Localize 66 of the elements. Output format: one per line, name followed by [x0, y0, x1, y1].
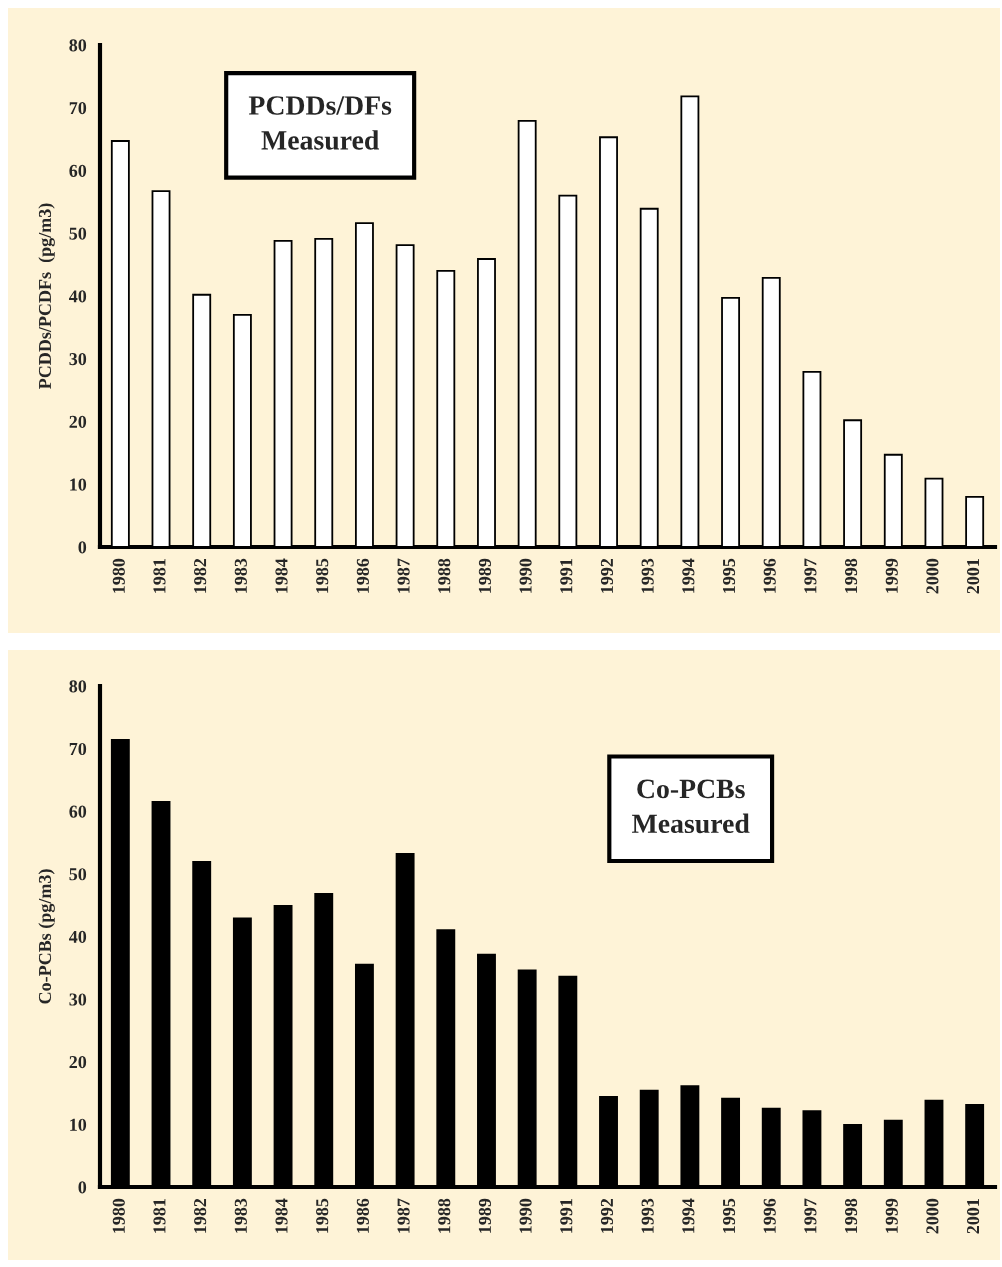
y-tick-label: 80: [69, 39, 87, 52]
x-tick-label: 1997: [804, 558, 817, 593]
x-tick-label: 1980: [112, 1198, 125, 1233]
y-tick-label: 60: [69, 164, 87, 177]
x-tick-label: 1999: [885, 1198, 898, 1233]
y-tick-label: 70: [69, 742, 87, 756]
x-tick-label: 1990: [519, 1198, 532, 1233]
x-tick-label: 1988: [438, 1198, 451, 1233]
x-tick-label: 1987: [397, 558, 410, 593]
x-tick-label: 1985: [316, 1198, 329, 1233]
x-tick-label: 2001: [966, 1199, 980, 1234]
x-tick-label: 1980: [112, 558, 125, 593]
x-tick-label: 1995: [722, 1198, 736, 1233]
x-tick-label: 1983: [234, 558, 247, 593]
x-tick-label: 1986: [356, 1198, 369, 1233]
x-tick-label: 1983: [234, 1198, 247, 1233]
x-tick-label: 1986: [356, 558, 369, 593]
y-tick-label: 20: [69, 1056, 87, 1069]
x-tick-label: 1996: [763, 1198, 776, 1233]
x-tick-label: 1993: [641, 1198, 654, 1233]
y-tick-label: 30: [69, 353, 87, 366]
y-tick-label: 40: [69, 290, 87, 303]
x-tick-label: 1991: [560, 559, 573, 593]
y-tick-label: 80: [69, 680, 87, 693]
x-tick-label: 1992: [600, 1198, 614, 1233]
y-tick-label: 30: [69, 993, 87, 1006]
x-tick-label: 1991: [560, 1199, 573, 1233]
x-tick-label: 1982: [194, 558, 207, 593]
x-tick-label: 1981: [153, 559, 166, 593]
annotation: Co-PCBs Measured: [632, 779, 750, 834]
x-tick-label: 1984: [275, 1198, 288, 1233]
y-axis-title: Co-PCBs (pg/m3): [38, 869, 55, 1004]
y-tick-label: 0: [78, 541, 87, 554]
y-tick-label: 70: [69, 102, 87, 115]
y-tick-label: 0: [78, 1181, 87, 1194]
x-tick-label: 1987: [397, 1198, 410, 1233]
x-tick-label: 1999: [885, 558, 898, 593]
y-tick-label: 20: [69, 415, 87, 428]
y-tick-label: 10: [70, 1118, 87, 1131]
x-tick-label: 1998: [844, 558, 858, 593]
x-tick-label: 1994: [682, 1198, 695, 1233]
x-tick-label: 1995: [722, 558, 736, 593]
y-axis-title: PCDDs/PCDFs (pg/m3): [38, 203, 55, 389]
x-tick-label: 1988: [438, 558, 451, 593]
x-tick-label: 1993: [641, 558, 654, 593]
y-tick-label: 40: [69, 930, 87, 943]
x-tick-label: 2000: [926, 1198, 939, 1234]
x-tick-label: 1990: [519, 558, 532, 593]
x-tick-label: 1992: [600, 558, 614, 593]
x-tick-label: 1996: [763, 558, 776, 593]
x-tick-label: 2000: [926, 558, 939, 594]
y-tick-label: 60: [69, 805, 87, 818]
x-tick-label: 1994: [682, 558, 695, 593]
x-tick-label: 2001: [966, 559, 980, 594]
x-tick-label: 1998: [844, 1198, 858, 1233]
x-tick-label: 1989: [478, 558, 491, 593]
x-tick-label: 1981: [153, 1199, 166, 1233]
x-tick-label: 1984: [275, 558, 288, 593]
x-tick-label: 1985: [316, 558, 329, 593]
annotation: PCDDs/DFs Measured: [248, 96, 392, 150]
y-tick-label: 10: [70, 478, 87, 491]
x-tick-label: 1989: [478, 1198, 491, 1233]
y-tick-label: 50: [69, 868, 87, 881]
x-tick-label: 1982: [194, 1198, 207, 1233]
y-tick-label: 50: [69, 227, 87, 240]
x-tick-label: 1997: [804, 1198, 817, 1233]
